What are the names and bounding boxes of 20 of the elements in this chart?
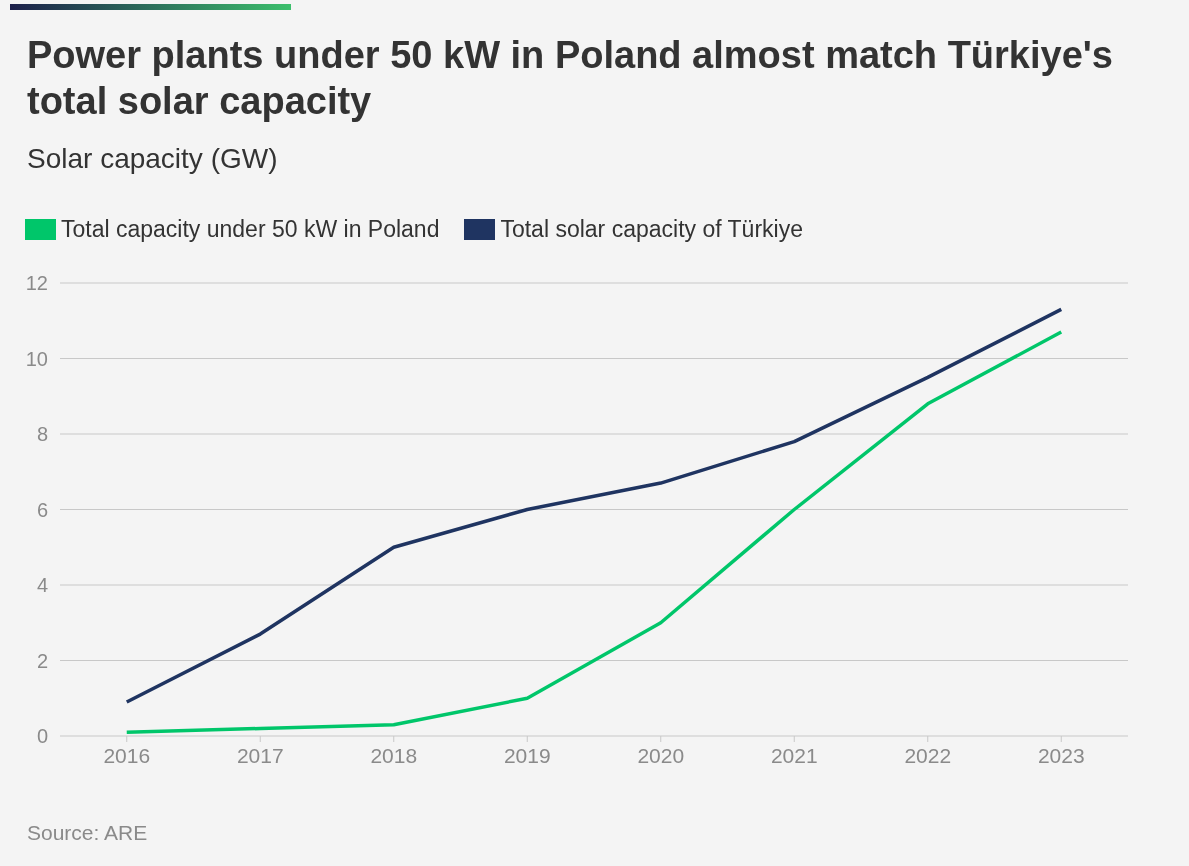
- x-tick-label: 2021: [770, 743, 818, 767]
- chart-title: Power plants under 50 kW in Poland almost match Türkiye's total solar capacity: [27, 34, 1113, 122]
- y-tick-label: 8: [36, 423, 48, 446]
- source-note: Source: ARE: [27, 821, 148, 844]
- chart-subtitle: Solar capacity (GW): [27, 143, 278, 174]
- y-tick-label: 0: [36, 725, 48, 748]
- x-tick-label: 2019: [503, 743, 551, 767]
- x-tick-label: 2017: [236, 743, 284, 767]
- y-tick-label: 4: [36, 574, 48, 597]
- y-tick-label: 12: [25, 272, 48, 295]
- x-tick-label: 2022: [904, 743, 952, 767]
- legend-label: Total capacity under 50 kW in Poland: [61, 216, 440, 242]
- legend-label: Total solar capacity of Türkiye: [500, 216, 803, 242]
- y-tick-label: 2: [36, 649, 48, 672]
- x-tick-label: 2016: [103, 743, 151, 767]
- x-tick-label: 2023: [1037, 743, 1085, 767]
- y-tick-label: 6: [36, 498, 48, 521]
- x-tick-label: 2018: [370, 743, 418, 767]
- x-tick-label: 2020: [637, 743, 685, 767]
- y-tick-label: 10: [25, 347, 48, 370]
